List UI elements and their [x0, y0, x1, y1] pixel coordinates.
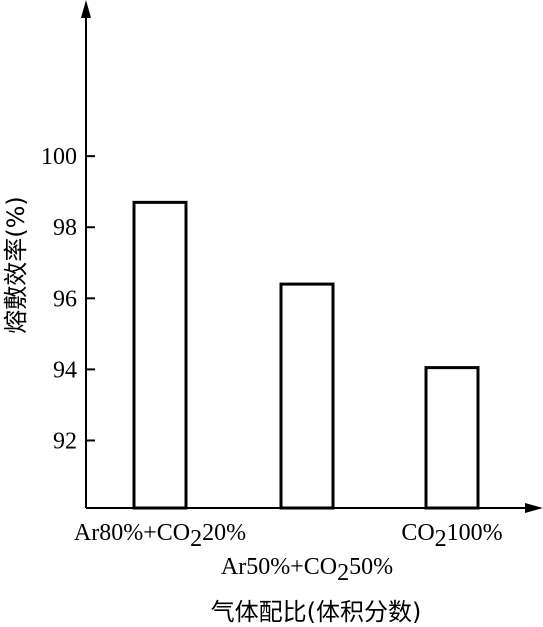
- x-axis-title: 气体配比(体积分数): [211, 598, 422, 626]
- bar: [132, 200, 188, 510]
- y-tick-label: 94: [53, 357, 77, 383]
- bar: [279, 282, 335, 510]
- y-ticks: 92 94 96 98 100: [41, 144, 95, 454]
- y-tick-label: 100: [41, 144, 77, 170]
- y-tick-label: 96: [53, 286, 77, 312]
- x-category-labels: Ar80%+CO220%Ar50%+CO250%CO2100%: [74, 520, 503, 586]
- bar: [424, 366, 480, 510]
- y-tick-label: 98: [53, 215, 77, 241]
- bars: [132, 200, 480, 510]
- x-category-label: CO2100%: [401, 520, 502, 552]
- y-axis-arrow: [81, 0, 91, 18]
- x-category-label: Ar80%+CO220%: [74, 520, 246, 552]
- x-category-label: Ar50%+CO250%: [221, 554, 393, 586]
- y-tick-label: 92: [53, 428, 77, 454]
- y-axis-title: 熔敷效率(%): [2, 196, 30, 334]
- x-axis-arrow: [525, 503, 543, 513]
